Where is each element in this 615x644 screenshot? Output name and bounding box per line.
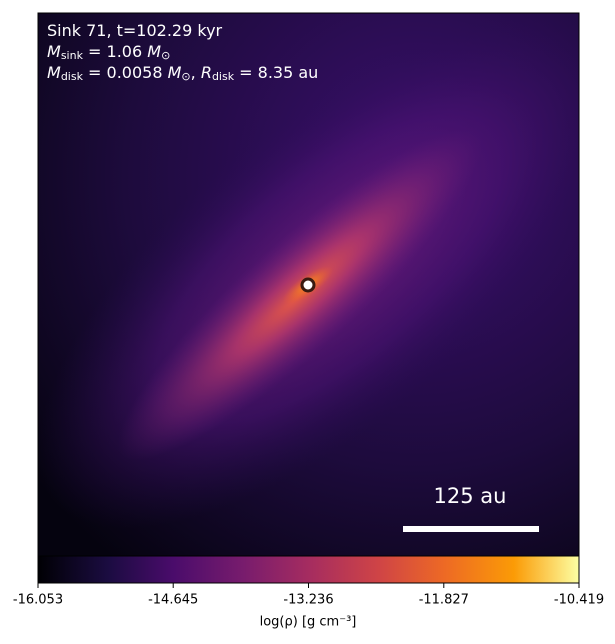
annotation-line: Sink 71, t=102.29 kyr [47,21,223,40]
annotation-part: R [201,63,212,82]
annotation-line: Msink = 1.06 M⊙ [47,42,170,63]
annotation-part: = 1.06 [83,42,147,61]
annotation-part: = 0.0058 [83,63,168,82]
colorbar-label: log(ρ) [g cm⁻³] [260,615,357,630]
annotation-part: disk [61,70,84,83]
annotation-part: sink [61,49,84,62]
x-tick-label: -16.053 [13,593,63,608]
annotation-part: disk [212,70,235,83]
x-tick-label: -14.645 [148,593,198,608]
annotation-part: = 8.35 au [234,63,318,82]
x-tick-label: -13.236 [283,593,333,608]
scale-bar-label: 125 au [434,484,507,508]
annotation-part: ⊙ [161,49,170,62]
annotation-part: Sink 71, t=102.29 kyr [47,21,223,40]
annotation-part: M [47,42,61,61]
density-map [38,13,579,556]
x-tick-label: -10.419 [554,593,604,608]
annotation-part: M [168,63,182,82]
annotation-part: , [191,63,201,82]
annotation-part: M [47,63,61,82]
annotation-part: M [147,42,161,61]
annotation-part: ⊙ [181,70,190,83]
colorbar [37,555,580,584]
x-tick-label: -11.827 [419,593,469,608]
annotation-line: Mdisk = 0.0058 M⊙, Rdisk = 8.35 au [47,63,318,84]
